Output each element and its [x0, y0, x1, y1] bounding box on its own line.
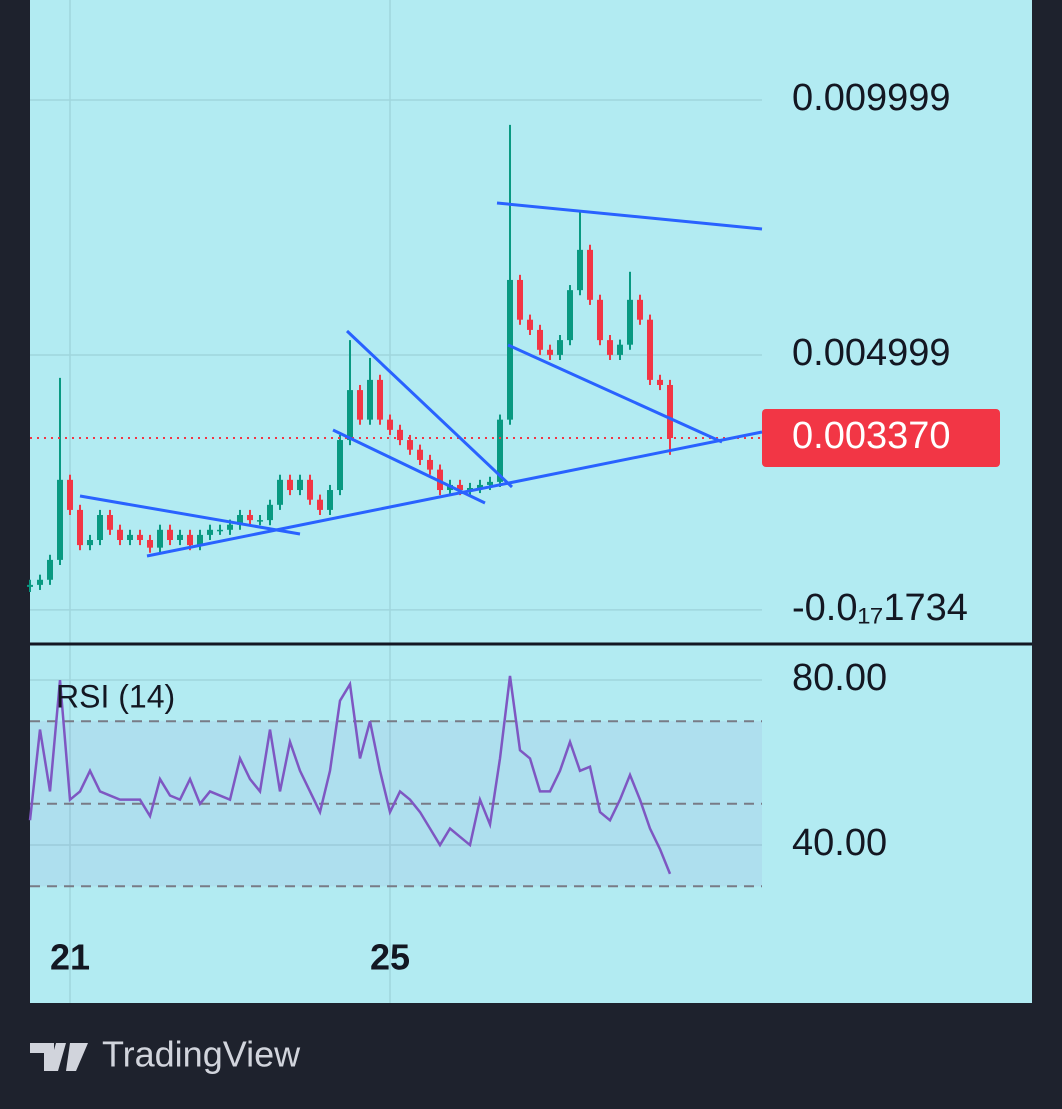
candle-body [167, 529, 173, 540]
y-tick-label: 80.00 [792, 657, 887, 699]
candle-body [77, 509, 83, 546]
candle-body [587, 249, 593, 300]
x-tick-label: 21 [50, 937, 90, 978]
trend-line [146, 430, 763, 558]
last-price-box [762, 409, 1000, 468]
candle-body [287, 479, 293, 491]
candle-body [47, 559, 53, 580]
candle-body [57, 479, 63, 560]
candle-body [567, 290, 573, 341]
candle-body [37, 579, 43, 585]
trend-line [496, 201, 763, 231]
y-tick-label: 40.00 [792, 822, 887, 864]
candle-body [187, 534, 193, 546]
candle-body [117, 529, 123, 540]
candle-body [537, 329, 543, 350]
y-tick-label: 0.009999 [792, 77, 951, 119]
plot-layer: -0.0₁₇1734 0.004999 0.009999 0.003370 21 25 40… [27, 0, 1000, 1003]
candle-body [157, 529, 163, 548]
candle-body [667, 384, 673, 439]
candle-body [647, 319, 653, 380]
candle-body [607, 340, 613, 355]
rsi-title: RSI (14) [56, 678, 175, 714]
last-price-label: 0.003370 [792, 415, 951, 457]
candle-body [247, 515, 253, 521]
candle-body [377, 379, 383, 420]
candle-body [547, 349, 553, 355]
candle-body [27, 584, 33, 587]
brand: TradingView [102, 1034, 301, 1075]
chart-background [30, 0, 1032, 1003]
trend-line [345, 329, 514, 489]
candle-body [97, 515, 103, 540]
tradingview-logo: TradingView [30, 1034, 301, 1075]
candle-body [427, 459, 433, 470]
candle-body [297, 479, 303, 491]
candle-body [617, 344, 623, 355]
y-tick-label: 0.004999 [792, 332, 951, 374]
candle-body [147, 539, 153, 548]
candle-body [487, 481, 493, 485]
candle-body [317, 499, 323, 510]
candle-body [387, 419, 393, 430]
candle-body [577, 249, 583, 291]
candle-body [657, 379, 663, 385]
rsi-line [28, 675, 672, 875]
candle-body [347, 390, 353, 441]
candle-body [507, 279, 513, 420]
trend-lines [79, 201, 763, 558]
candle-body [217, 529, 223, 532]
candle-body [367, 379, 373, 420]
candle-body [597, 299, 603, 341]
candle-body [267, 504, 273, 521]
candle-body [557, 340, 563, 355]
candle-body [177, 534, 183, 540]
candle-body [107, 515, 113, 530]
candle-body [417, 449, 423, 460]
candle-body [237, 515, 243, 525]
candle-body [137, 534, 143, 540]
y-tick-label: -0.0₁₇1734 [792, 587, 968, 629]
candle-body [227, 524, 233, 530]
candle-body [477, 484, 483, 488]
x-tick-label: 25 [370, 937, 410, 978]
trend-line [332, 428, 486, 505]
candle-body [87, 539, 93, 546]
candle-body [337, 440, 343, 491]
candle-body [127, 534, 133, 540]
candle-body [637, 299, 643, 320]
candle-body [327, 490, 333, 510]
candle-body [307, 479, 313, 500]
candle-body [517, 279, 523, 320]
candle-body [257, 520, 263, 522]
candle-body [207, 529, 213, 535]
candle-body [67, 479, 73, 510]
candle-body [397, 429, 403, 441]
candle-body [407, 440, 413, 450]
candle-body [627, 299, 633, 345]
candle-body [497, 419, 503, 482]
candle-body [527, 319, 533, 330]
trend-line [79, 494, 301, 536]
trend-line [507, 343, 723, 444]
candle-body [457, 484, 463, 491]
candle-body [357, 390, 363, 420]
logo-icon [30, 1043, 88, 1071]
candle-body [467, 487, 473, 491]
candle-body [197, 534, 203, 546]
candle-body [277, 479, 283, 505]
